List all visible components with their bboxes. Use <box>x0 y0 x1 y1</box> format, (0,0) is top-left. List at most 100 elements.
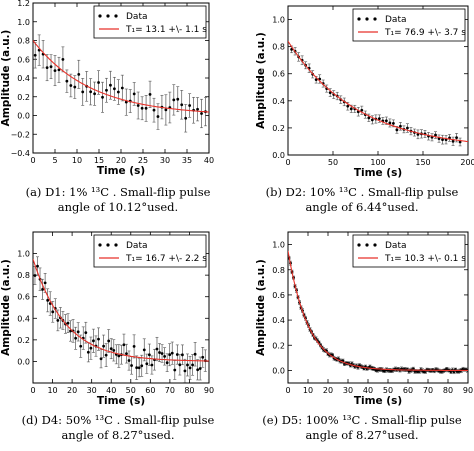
y-tick-label: 0.2 <box>17 336 30 345</box>
data-point <box>97 81 100 84</box>
data-point <box>388 121 392 125</box>
data-point <box>66 321 70 325</box>
y-tick-label: 0.6 <box>272 70 285 79</box>
data-point <box>186 363 189 367</box>
x-tick-label: 60 <box>145 386 155 395</box>
y-tick-label: 0.6 <box>272 291 285 300</box>
data-point <box>122 343 126 347</box>
legend-label-fit: T₁= 13.1 +\- 1.1 s <box>125 25 207 35</box>
legend-marker-data <box>114 14 118 18</box>
legend-box <box>93 234 207 268</box>
y-axis-label: Amplitude (a.u.) <box>255 259 267 356</box>
legend-label-data: Data <box>385 241 407 251</box>
data-point <box>158 351 161 354</box>
y-tick-label: 1.2 <box>17 0 30 8</box>
y-tick-label: 1.0 <box>17 250 30 259</box>
data-point <box>147 353 151 357</box>
data-point <box>349 107 353 111</box>
legend-marker-data <box>114 243 118 247</box>
data-point <box>74 336 78 340</box>
x-tick-label: 5 <box>52 156 57 165</box>
data-point <box>97 337 100 341</box>
data-point <box>33 274 37 277</box>
data-point <box>109 83 112 87</box>
data-point <box>163 354 167 358</box>
data-point <box>107 339 111 343</box>
x-tick-label: 10 <box>303 386 313 395</box>
legend-marker-data <box>106 243 110 247</box>
fit-curve <box>288 250 468 371</box>
x-tick-label: 50 <box>383 386 393 395</box>
x-tick-label: 200 <box>460 158 474 167</box>
data-point <box>441 138 444 142</box>
data-point <box>184 116 188 120</box>
plot-data <box>288 250 468 375</box>
data-point <box>188 104 192 107</box>
y-axis-label: Amplitude (a.u.) <box>0 259 12 356</box>
data-point <box>53 69 57 72</box>
fit-curve <box>33 258 209 362</box>
data-point <box>140 106 144 110</box>
data-point <box>142 348 146 352</box>
data-point <box>156 115 160 118</box>
data-point <box>109 347 113 351</box>
data-point <box>43 281 47 285</box>
data-point <box>57 68 61 72</box>
x-axis-label: Time (s) <box>97 165 145 177</box>
x-tick-label: 50 <box>126 386 136 395</box>
data-point <box>201 355 205 359</box>
legend-box <box>93 5 207 39</box>
y-tick-label: 0.2 <box>272 124 285 133</box>
data-point <box>56 319 60 322</box>
data-point <box>164 108 168 112</box>
caption-line: angle of 10.12°used. <box>58 200 178 214</box>
legend-marker-data <box>98 243 102 247</box>
data-point <box>79 344 83 348</box>
legend-marker-data <box>373 243 377 247</box>
y-tick-label: 1.0 <box>17 18 30 27</box>
data-point <box>144 106 148 110</box>
data-point <box>172 98 176 102</box>
data-point <box>178 363 182 367</box>
data-point <box>148 92 152 96</box>
data-point <box>33 53 37 57</box>
data-point <box>73 85 77 89</box>
data-point <box>176 97 180 101</box>
data-point <box>152 108 156 112</box>
data-point <box>120 86 124 90</box>
data-point <box>125 352 128 356</box>
data-point <box>168 353 172 357</box>
y-tick-label: 0.8 <box>17 37 30 46</box>
caption-line: angle of 8.27°used. <box>61 428 174 442</box>
data-point <box>65 79 69 83</box>
x-axis-label: Time (s) <box>354 395 402 407</box>
chart-panel-b: 0 50 100 150 200 0.0 0.2 0.4 0.6 0.8 1.0 Time (s) Am… <box>255 5 474 214</box>
data-point <box>314 78 318 82</box>
legend: Data T₁= 10.3 +\- 0.1 s <box>352 234 466 268</box>
data-point <box>112 348 116 352</box>
data-point <box>155 347 159 351</box>
data-point <box>101 95 104 99</box>
y-axis-label: Amplitude (a.u.) <box>0 30 12 127</box>
data-point <box>170 351 174 355</box>
x-tick-label: 80 <box>184 386 194 395</box>
data-point <box>188 366 192 370</box>
data-point <box>77 72 81 76</box>
chart-panel-a: 0 5 10 15 20 25 30 35 40 −0.4 −0.2 0.0 0.2 0.4 0.6 0.8 1… <box>0 0 214 214</box>
plot-frame <box>32 231 210 384</box>
data-point <box>69 84 73 87</box>
caption-line: (d) D4: 50% ¹³C . Small-flip pulse <box>22 413 215 427</box>
legend-marker-data <box>373 17 377 21</box>
data-point <box>137 366 141 370</box>
legend-marker-data <box>357 17 361 21</box>
data-point <box>89 90 93 94</box>
data-point <box>99 357 103 361</box>
fit-curve <box>288 40 468 143</box>
data-point <box>399 124 402 128</box>
data-point <box>395 128 399 132</box>
data-point <box>406 126 409 130</box>
data-point <box>46 298 50 302</box>
chart-panel-d: 0 10 20 30 40 50 60 70 80 90 0.0 0.2 0.4 0.6 0.8 1.0 Tim… <box>0 231 215 442</box>
x-tick-label: 20 <box>116 156 126 165</box>
data-point <box>455 136 458 140</box>
